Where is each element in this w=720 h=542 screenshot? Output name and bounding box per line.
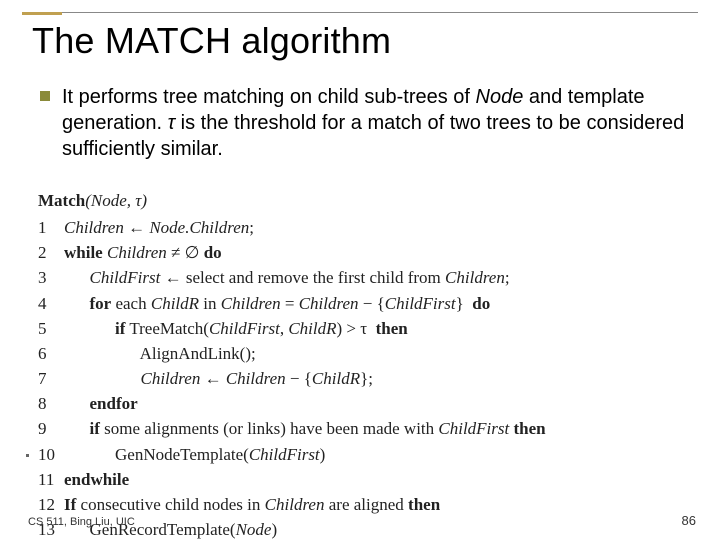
algo-line: 3 ChildFirst ← select and remove the fir… bbox=[38, 265, 692, 290]
algo-line-body: if some alignments (or links) have been … bbox=[64, 416, 692, 441]
algo-line-number: 5 bbox=[38, 316, 64, 341]
title-accent bbox=[22, 12, 62, 15]
algo-line-body: GenNodeTemplate(ChildFirst) bbox=[64, 442, 692, 467]
algo-line-body: for each ChildR in Children = Children −… bbox=[64, 291, 692, 316]
bullet-item: It performs tree matching on child sub-t… bbox=[40, 84, 692, 162]
algo-line-body: if TreeMatch(ChildFirst, ChildR) > τ the… bbox=[64, 316, 692, 341]
algo-line-number: 11 bbox=[38, 467, 64, 492]
algo-line-body: AlignAndLink(); bbox=[64, 341, 692, 366]
algo-line-number: 3 bbox=[38, 265, 64, 290]
algorithm-block: Match(Node, τ) 1Children ← Node.Children… bbox=[38, 188, 692, 542]
bullet-text: It performs tree matching on child sub-t… bbox=[62, 84, 692, 162]
algo-line: 7 Children ← Children − {ChildR}; bbox=[38, 366, 692, 391]
algo-line: 5 if TreeMatch(ChildFirst, ChildR) > τ t… bbox=[38, 316, 692, 341]
page-number: 86 bbox=[682, 513, 696, 528]
algo-line-number: 7 bbox=[38, 366, 64, 391]
algo-line: 11endwhile bbox=[38, 467, 692, 492]
algo-line: 12If consecutive child nodes in Children… bbox=[38, 492, 692, 517]
algo-line: 10 GenNodeTemplate(ChildFirst) bbox=[38, 442, 692, 467]
algo-line: 9 if some alignments (or links) have bee… bbox=[38, 416, 692, 441]
footer-left: CS 511, Bing Liu, UIC bbox=[28, 516, 135, 528]
page-title: The MATCH algorithm bbox=[32, 20, 391, 62]
algo-line-body: endwhile bbox=[64, 467, 692, 492]
algo-line: 8 endfor bbox=[38, 391, 692, 416]
algo-line-body: If consecutive child nodes in Children a… bbox=[64, 492, 692, 517]
algo-line-number: 1 bbox=[38, 215, 64, 240]
slide: The MATCH algorithm It performs tree mat… bbox=[0, 0, 720, 540]
algo-line: 4 for each ChildR in Children = Children… bbox=[38, 291, 692, 316]
bullet-square-icon bbox=[40, 91, 50, 101]
bullet-t1: It performs tree matching on child sub-t… bbox=[62, 86, 476, 108]
algo-line-number: 9 bbox=[38, 416, 64, 441]
bullet-node: Node bbox=[476, 86, 524, 108]
algo-line-number: 2 bbox=[38, 240, 64, 265]
title-rule bbox=[22, 12, 698, 13]
algo-line-body: ChildFirst ← select and remove the first… bbox=[64, 265, 692, 290]
algo-line-number: 8 bbox=[38, 391, 64, 416]
algo-line-number: 12 bbox=[38, 492, 64, 517]
algorithm-header: Match(Node, τ) bbox=[38, 188, 692, 213]
algo-header-name: Match bbox=[38, 191, 85, 210]
algo-header-args: (Node, τ) bbox=[85, 191, 147, 210]
algo-line: 13 GenRecordTemplate(Node) bbox=[38, 517, 692, 542]
algo-line-number: 10 bbox=[38, 442, 64, 467]
algo-line-number: 4 bbox=[38, 291, 64, 316]
algo-line-body: GenRecordTemplate(Node) bbox=[64, 517, 692, 542]
algo-line-body: endfor bbox=[64, 391, 692, 416]
bullet-tau: τ bbox=[168, 112, 175, 134]
algo-line-body: Children ← Children − {ChildR}; bbox=[64, 366, 692, 391]
stray-dot-icon bbox=[26, 454, 29, 457]
algo-line-body: while Children ≠ ∅ do bbox=[64, 240, 692, 265]
algo-line-body: Children ← Node.Children; bbox=[64, 215, 692, 240]
algo-line: 1Children ← Node.Children; bbox=[38, 215, 692, 240]
algo-line: 2while Children ≠ ∅ do bbox=[38, 240, 692, 265]
algo-line: 6 AlignAndLink(); bbox=[38, 341, 692, 366]
algo-line-number: 6 bbox=[38, 341, 64, 366]
